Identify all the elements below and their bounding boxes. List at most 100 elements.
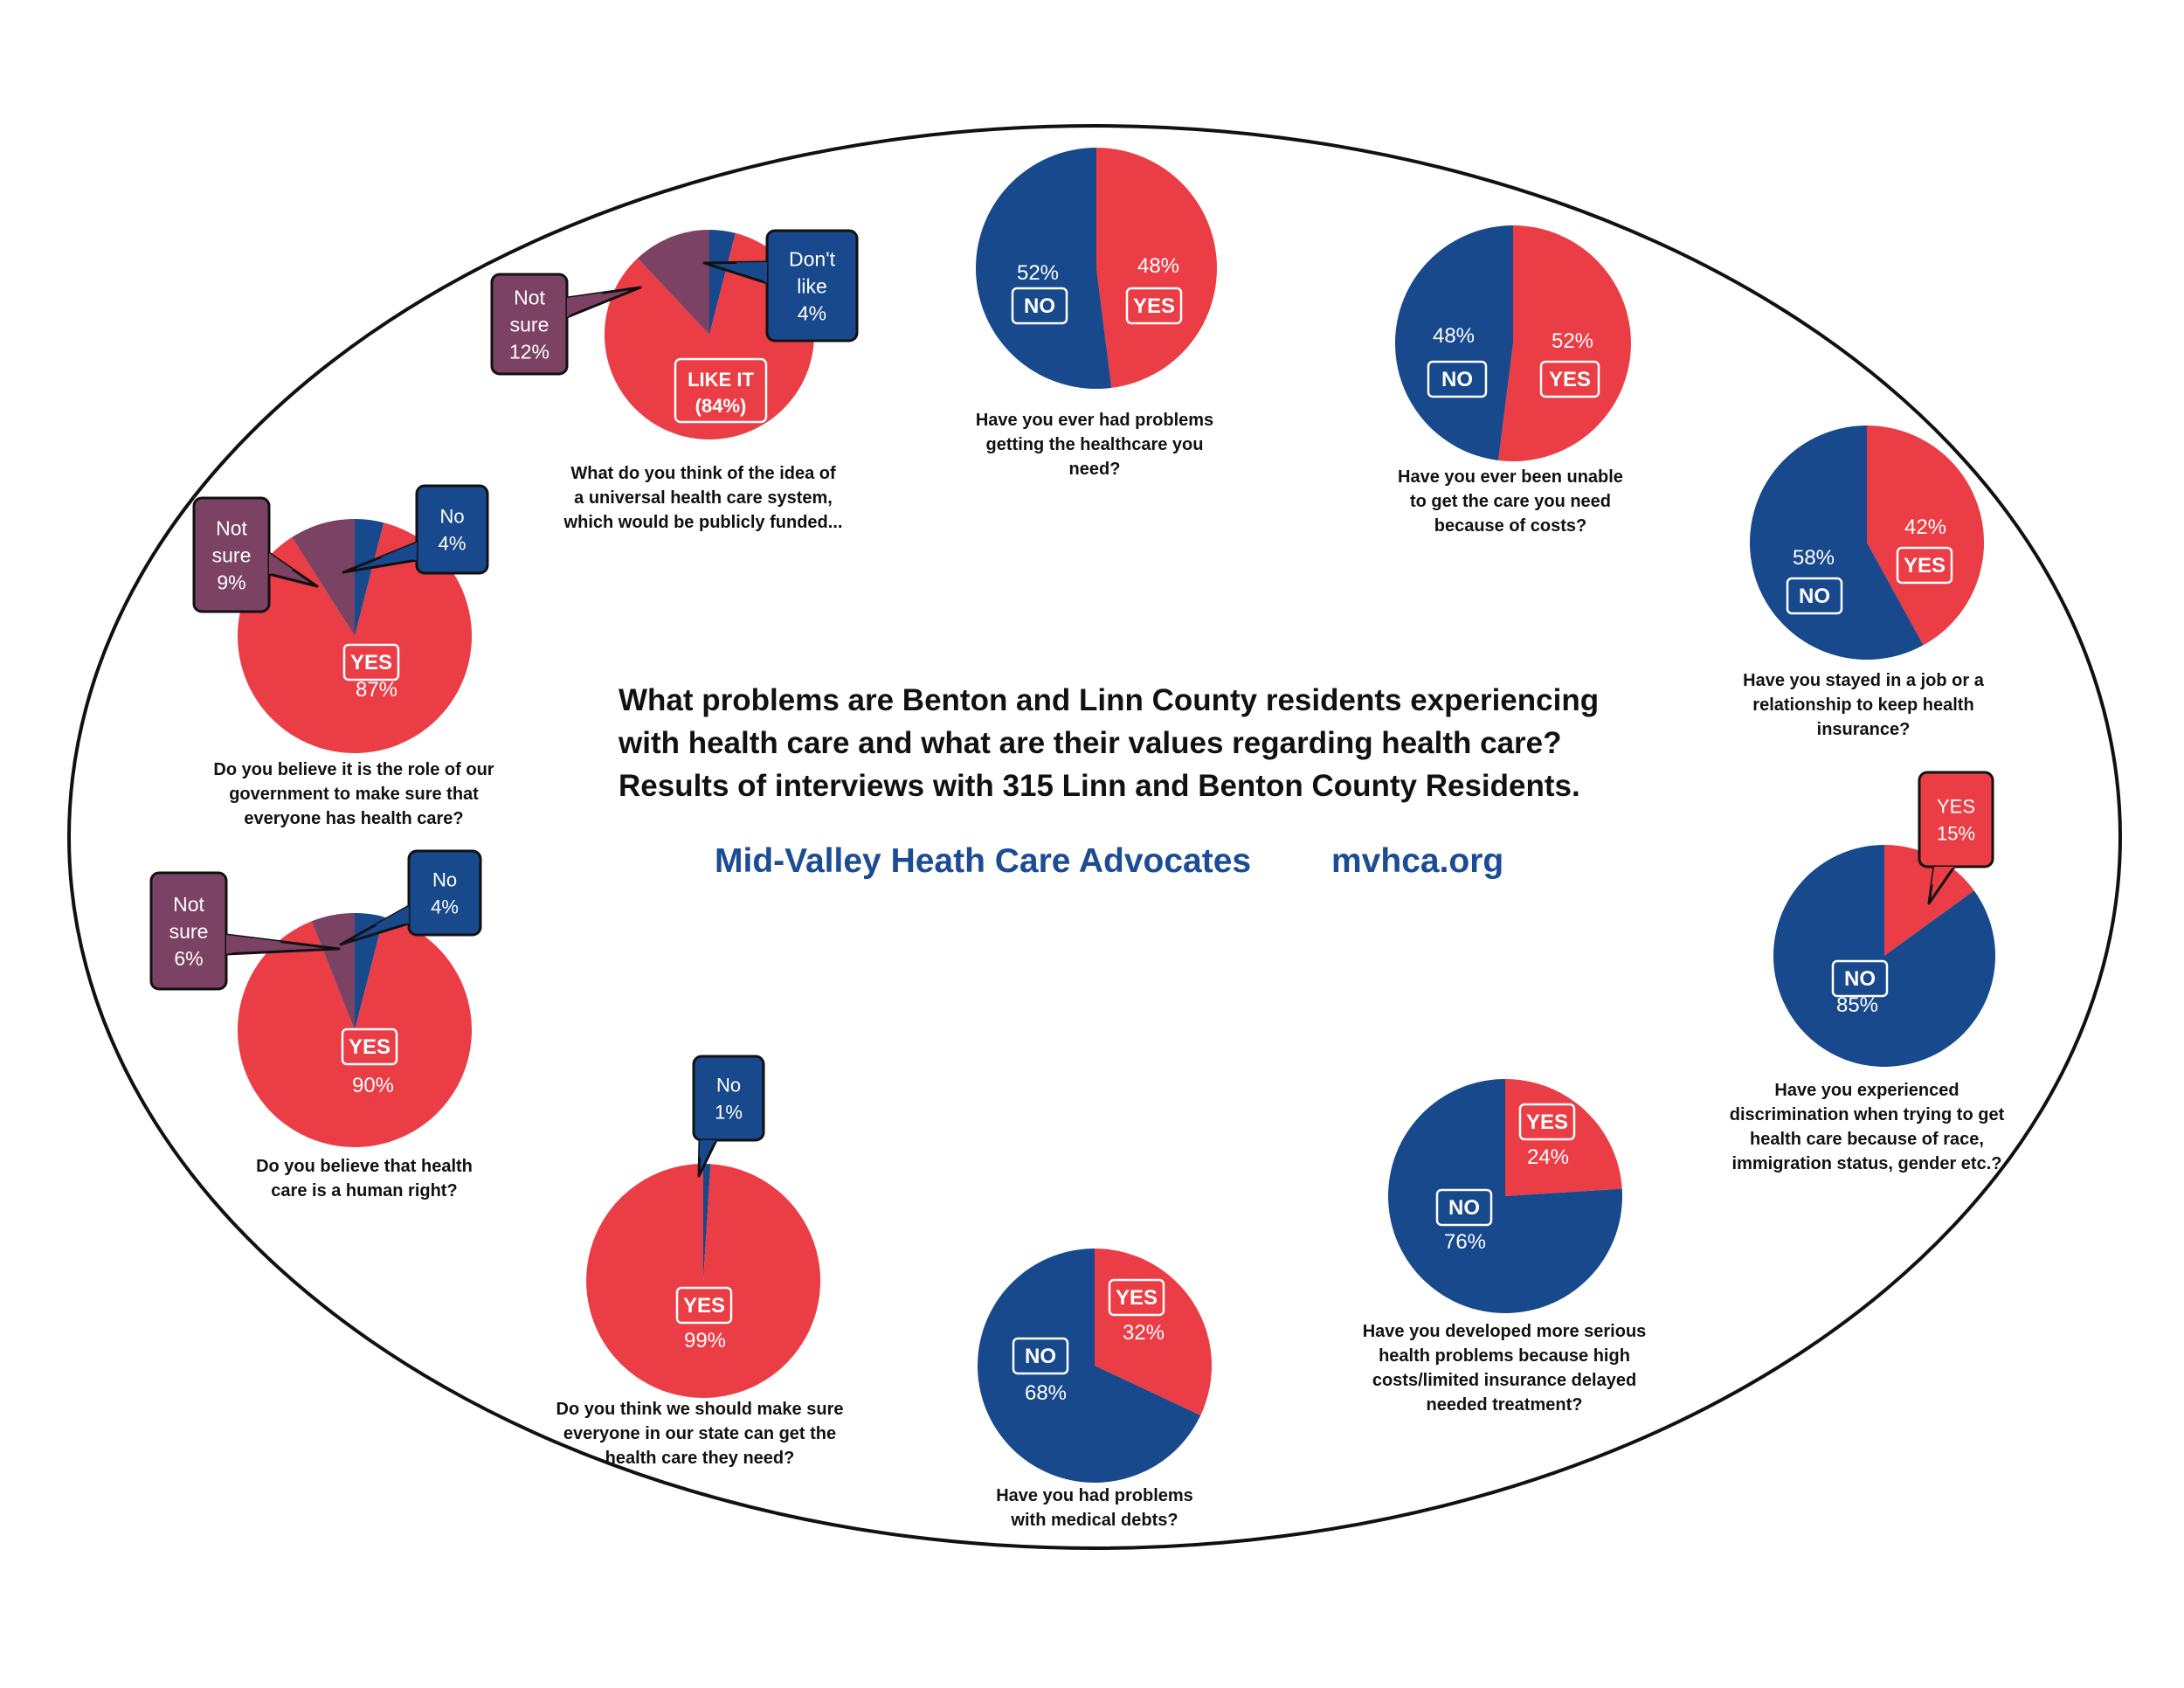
slice-no xyxy=(1750,425,1924,660)
headline-line-2: with health care and what are their valu… xyxy=(618,726,1562,760)
callout-not-sure-text: sure xyxy=(212,543,252,566)
no-pct: 85% xyxy=(1836,993,1878,1017)
callout-no-text: 1% xyxy=(715,1101,743,1123)
no-pct: 68% xyxy=(1025,1381,1067,1405)
yes-tag-box xyxy=(342,643,400,681)
slice-yes xyxy=(1498,225,1631,461)
callout-not-sure-text: 12% xyxy=(509,340,549,363)
yes-tag: YES xyxy=(1526,1110,1568,1134)
yes-tag-box xyxy=(1539,360,1600,398)
callout-not-sure xyxy=(490,273,569,376)
callout-not-sure-text: sure xyxy=(169,920,209,943)
question-text-line: Do you think we should make sure xyxy=(556,1400,844,1419)
question-text-line: Have you experienced xyxy=(1774,1081,1959,1100)
question-text-line: need? xyxy=(1069,460,1121,479)
no-tag-box xyxy=(1427,360,1488,398)
slice-dont-like xyxy=(709,230,736,335)
question-text-line: because of costs? xyxy=(1434,516,1587,536)
callout-no-text: No xyxy=(432,868,457,890)
yes-tag-box xyxy=(1518,1103,1576,1141)
pie-medical-debts: YES 32% NO 68% Have you had problems with med… xyxy=(978,1249,1213,1530)
no-tag-box xyxy=(1435,1188,1493,1227)
callout-dont-like-seam xyxy=(736,262,767,283)
yes-pct: 48% xyxy=(1137,254,1179,278)
no-pct: 58% xyxy=(1793,546,1835,570)
yes-tag: YES xyxy=(1904,554,1946,578)
question-text-line: Do you believe it is the role of our xyxy=(213,760,494,779)
yes-pct: 87% xyxy=(356,678,397,702)
yes-tag: YES xyxy=(1133,294,1175,318)
callout-yes-seam xyxy=(1932,867,1954,885)
no-tag-box xyxy=(1831,959,1889,998)
yes-pct: 90% xyxy=(352,1074,394,1097)
slice-not-sure xyxy=(637,230,709,335)
callout-no xyxy=(692,1055,765,1142)
headline-line-1: What problems are Benton and Linn County… xyxy=(619,683,1599,717)
callout-not-sure-text: Not xyxy=(216,516,247,539)
pie-everyone-in-state: YES 99% No 1% Do you think we should make su… xyxy=(556,1055,844,1468)
org-website[interactable]: mvhca.org xyxy=(1331,842,1503,880)
pie-problems-getting-care: 48% YES 52% NO Have you ever had problems get… xyxy=(975,147,1217,479)
question-text-line: Have you developed more serious xyxy=(1363,1322,1647,1341)
slice-yes xyxy=(586,1164,821,1398)
callout-not-sure-seam xyxy=(269,553,294,574)
question-text-line: relationship to keep health xyxy=(1752,695,1973,715)
no-tag: NO xyxy=(1025,1345,1056,1368)
slice-no xyxy=(703,1164,711,1281)
question-text-line: to get the care you need xyxy=(1410,492,1611,511)
question-text-line: Have you ever had problems xyxy=(976,411,1213,430)
yes-tag: YES xyxy=(683,1294,725,1318)
question-text-line: costs/limited insurance delayed xyxy=(1372,1371,1636,1390)
no-pct: 76% xyxy=(1444,1230,1486,1254)
headline-line-3: Results of interviews with 315 Linn and … xyxy=(619,769,1580,803)
callout-yes-text: 15% xyxy=(1937,822,1975,844)
callout-dont-like xyxy=(765,229,859,342)
no-pct: 48% xyxy=(1433,324,1475,348)
callout-not-sure-seam xyxy=(226,935,283,954)
callout-dont-like-text: Don't xyxy=(789,247,836,270)
yes-pct: 32% xyxy=(1123,1321,1165,1345)
no-tag: NO xyxy=(1024,294,1055,318)
yes-tag-box xyxy=(1125,287,1183,325)
pie-universal-health-care: LIKE IT (84%) Not sure 12% Don't like 4% What do… xyxy=(490,229,859,532)
headline: What problems are Benton and Linn County… xyxy=(618,683,1599,803)
yes-tag-box xyxy=(675,1286,733,1325)
question-text-line: health care because of race, xyxy=(1750,1130,1984,1149)
question-text-line: getting the healthcare you xyxy=(986,435,1204,454)
callout-no-seam xyxy=(380,543,417,560)
callout-no-text: 4% xyxy=(439,532,467,554)
callout-not-sure-text: 6% xyxy=(174,947,203,970)
pie-human-right: YES 90% Not sure 6% No 4% Do you believe that h… xyxy=(149,849,482,1200)
yes-tag: YES xyxy=(349,1035,390,1059)
question-text-line: What do you think of the idea of xyxy=(570,464,836,483)
like-it-box xyxy=(674,357,768,424)
no-tag: NO xyxy=(1844,967,1876,991)
callout-not-sure-text: sure xyxy=(510,313,549,336)
pie-job-for-insurance: 42% YES 58% NO Have you stayed in a job or a… xyxy=(1743,425,1985,739)
slice-not-sure xyxy=(292,519,355,636)
question-text-line: insurance? xyxy=(1817,720,1911,739)
pie-charts: LIKE IT (84%) Not sure 12% Don't like 4% What do… xyxy=(149,147,2005,1530)
slice-yes xyxy=(1096,148,1217,388)
callout-no-seam xyxy=(699,1140,716,1159)
question-text-line: immigration status, gender etc.? xyxy=(1732,1154,2002,1173)
frame-ellipse xyxy=(67,124,2122,1550)
callout-not-sure-text: Not xyxy=(173,893,204,916)
question-text-line: Have you stayed in a job or a xyxy=(1743,671,1985,690)
slice-no xyxy=(978,1249,1201,1483)
yes-pct: 42% xyxy=(1904,515,1946,539)
slice-like-it xyxy=(604,232,814,439)
pie-serious-problems: YES 24% NO 76% Have you developed more serio… xyxy=(1363,1079,1647,1415)
callout-not-sure-text: 9% xyxy=(217,571,245,593)
pie-unable-because-costs: 52% YES 48% NO Have you ever been unable to g… xyxy=(1394,225,1631,536)
slice-no xyxy=(975,147,1112,389)
question-text-line: health care they need? xyxy=(605,1449,795,1468)
no-tag: NO xyxy=(1448,1196,1480,1220)
callout-not-sure xyxy=(149,871,228,991)
slice-yes xyxy=(1867,425,1985,646)
yes-tag-box xyxy=(1896,546,1953,585)
yes-pct: 24% xyxy=(1527,1145,1569,1169)
no-pct: 52% xyxy=(1017,261,1059,285)
yes-tag-box xyxy=(1108,1278,1165,1317)
slice-yes xyxy=(1095,1249,1213,1416)
